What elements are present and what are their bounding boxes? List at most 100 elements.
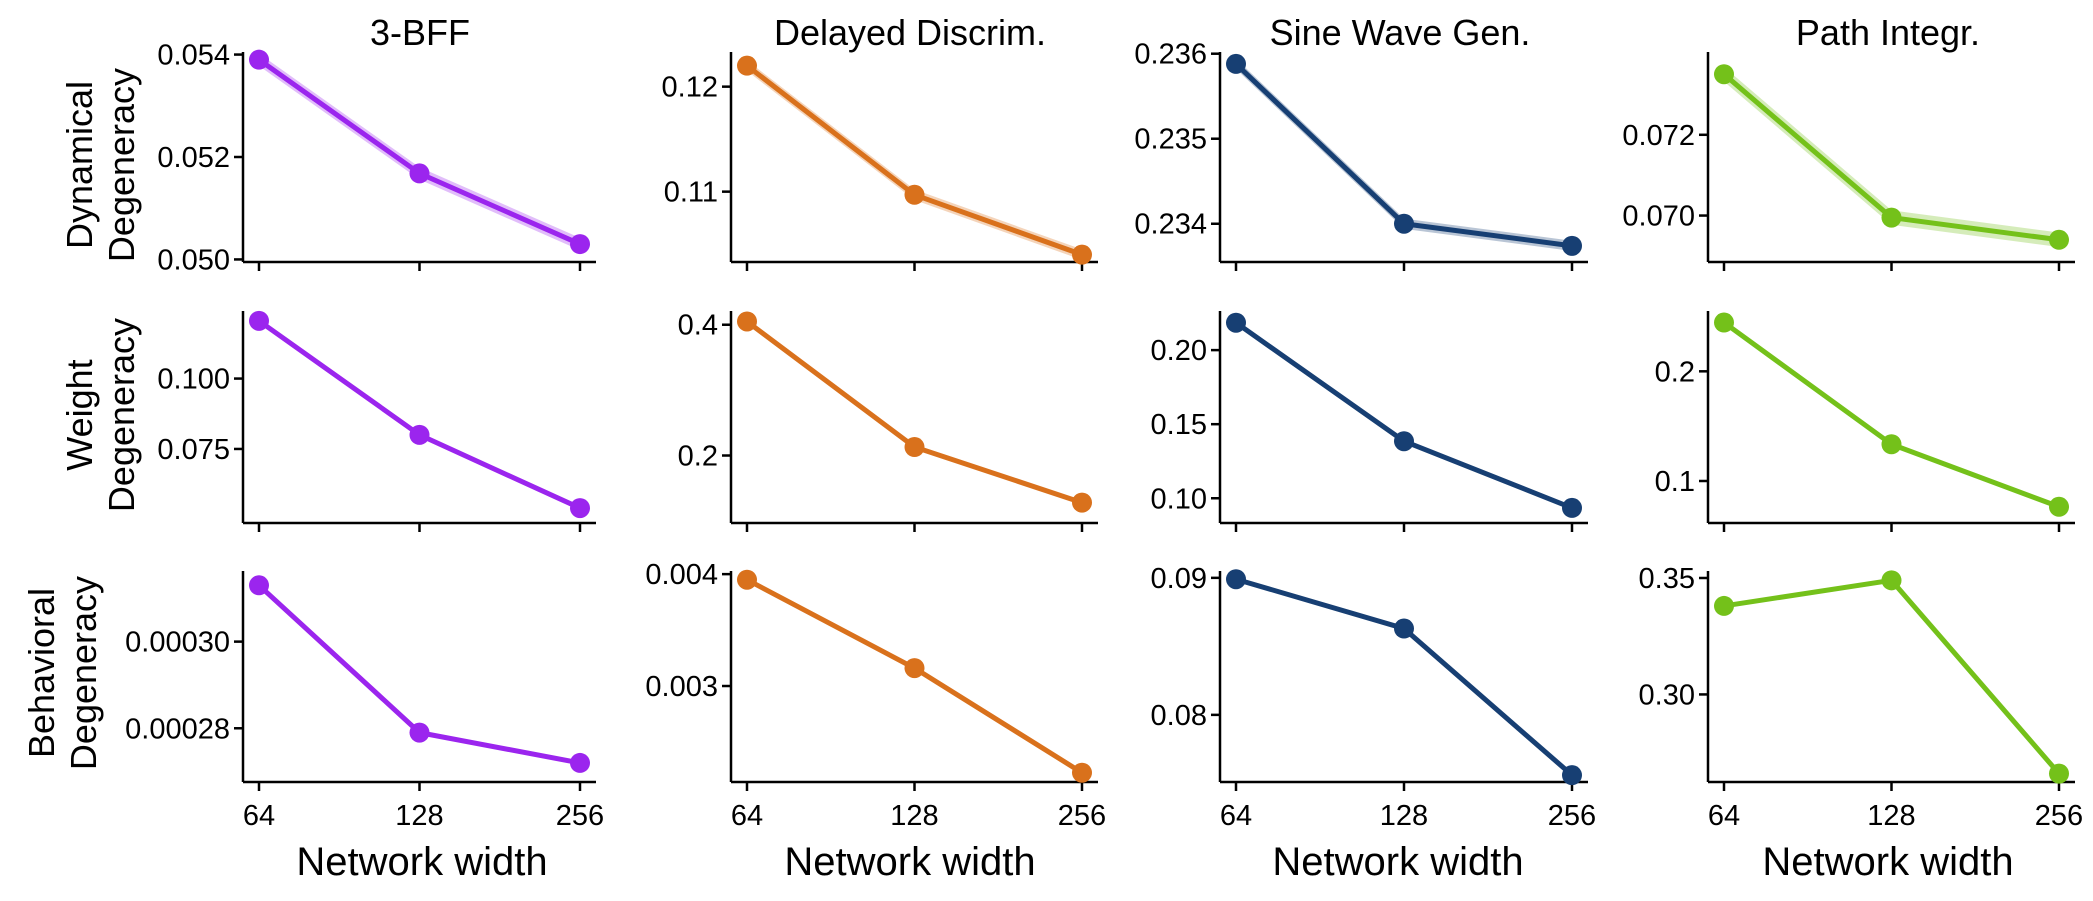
data-point-weight-degeneracy-path-integr-256 <box>2049 496 2069 517</box>
y-tick-label-weight-degeneracy-sine-wave-gen: 0.15 <box>1151 409 1207 441</box>
data-point-dynamical-degeneracy-sine-wave-gen-256 <box>1562 235 1582 256</box>
data-point-dynamical-degeneracy-delayed-discrim-256 <box>1072 244 1092 265</box>
data-point-weight-degeneracy-delayed-discrim-64 <box>737 311 757 332</box>
data-point-weight-degeneracy-sine-wave-gen-64 <box>1226 312 1246 333</box>
y-tick-label-dynamical-degeneracy-path-integr: 0.070 <box>1622 201 1695 233</box>
data-point-behavioral-degeneracy-delayed-discrim-64 <box>737 569 757 590</box>
xlabel-col2: Network width <box>784 840 1035 884</box>
panel-weight-degeneracy-delayed-discrim: 0.2 0.4 <box>678 310 1098 532</box>
y-tick-label-weight-degeneracy-delayed-discrim: 0.4 <box>678 310 718 342</box>
row-label-weight-line1: Weight <box>59 359 100 470</box>
data-point-behavioral-degeneracy-delayed-discrim-128 <box>904 658 925 679</box>
ci-band-dynamical-degeneracy-delayed-discrim <box>747 60 1082 260</box>
y-tick-label-dynamical-degeneracy-3-bff: 0.054 <box>157 40 230 72</box>
xlabel-col1: Network width <box>296 840 547 884</box>
data-point-dynamical-degeneracy-delayed-discrim-64 <box>737 55 757 76</box>
y-tick-label-behavioral-degeneracy-path-integr: 0.30 <box>1639 679 1695 711</box>
x-tick-label-behavioral-degeneracy-sine-wave-gen: 256 <box>1548 800 1596 832</box>
x-tick-label-behavioral-degeneracy-sine-wave-gen: 128 <box>1380 800 1428 832</box>
y-tick-label-dynamical-degeneracy-3-bff: 0.052 <box>157 142 230 174</box>
data-point-behavioral-degeneracy-sine-wave-gen-64 <box>1226 569 1246 590</box>
x-tick-label-behavioral-degeneracy-3-bff: 256 <box>556 800 604 832</box>
data-point-behavioral-degeneracy-3-bff-256 <box>570 752 590 773</box>
data-point-dynamical-degeneracy-3-bff-128 <box>409 163 430 184</box>
series-line-weight-degeneracy-sine-wave-gen <box>1234 320 1573 511</box>
y-tick-label-weight-degeneracy-path-integr: 0.2 <box>1655 356 1695 388</box>
panel-behavioral-degeneracy-path-integr: 0.30 0.35 64 128 256 <box>1639 563 2084 832</box>
data-point-dynamical-degeneracy-sine-wave-gen-64 <box>1226 53 1246 74</box>
data-point-behavioral-degeneracy-path-integr-128 <box>1881 570 1902 591</box>
data-point-dynamical-degeneracy-path-integr-128 <box>1881 207 1902 228</box>
y-tick-label-behavioral-degeneracy-delayed-discrim: 0.003 <box>645 671 718 703</box>
y-tick-label-behavioral-degeneracy-3-bff: 0.00028 <box>125 713 230 745</box>
y-tick-label-weight-degeneracy-delayed-discrim: 0.2 <box>678 441 718 473</box>
y-tick-label-behavioral-degeneracy-sine-wave-gen: 0.08 <box>1151 700 1207 732</box>
column-title-3bff: 3-BFF <box>370 12 470 53</box>
panel-weight-degeneracy-sine-wave-gen: 0.10 0.15 0.20 <box>1151 311 1588 532</box>
row-label-weight-line2: Degeneracy <box>101 318 142 512</box>
column-title-path-integr: Path Integr. <box>1796 12 1980 53</box>
data-point-dynamical-degeneracy-path-integr-256 <box>2049 229 2069 250</box>
y-tick-label-behavioral-degeneracy-delayed-discrim: 0.004 <box>645 559 718 591</box>
row-label-dynamical-line2: Degeneracy <box>101 68 142 262</box>
series-line-behavioral-degeneracy-path-integr <box>1723 577 2061 776</box>
data-point-weight-degeneracy-3-bff-256 <box>570 498 590 519</box>
x-tick-label-behavioral-degeneracy-path-integr: 64 <box>1708 800 1740 832</box>
data-point-weight-degeneracy-sine-wave-gen-256 <box>1562 497 1582 518</box>
y-tick-label-weight-degeneracy-path-integr: 0.1 <box>1655 466 1695 498</box>
panel-weight-degeneracy-path-integr: 0.1 0.2 <box>1655 311 2075 532</box>
data-point-dynamical-degeneracy-delayed-discrim-128 <box>904 184 925 205</box>
data-point-behavioral-degeneracy-3-bff-64 <box>249 575 269 596</box>
data-point-weight-degeneracy-path-integr-64 <box>1714 312 1734 333</box>
data-point-dynamical-degeneracy-3-bff-64 <box>249 49 269 70</box>
y-tick-label-dynamical-degeneracy-path-integr: 0.072 <box>1622 120 1695 152</box>
x-tick-label-behavioral-degeneracy-path-integr: 256 <box>2035 800 2083 832</box>
x-tick-label-behavioral-degeneracy-delayed-discrim: 256 <box>1058 800 1106 832</box>
panel-dynamical-degeneracy-path-integr: 0.070 0.072 <box>1622 52 2075 271</box>
series-line-weight-degeneracy-path-integr <box>1722 320 2060 510</box>
data-point-dynamical-degeneracy-path-integr-64 <box>1714 64 1734 85</box>
y-tick-label-dynamical-degeneracy-delayed-discrim: 0.11 <box>664 177 718 209</box>
y-tick-label-dynamical-degeneracy-3-bff: 0.050 <box>157 244 230 276</box>
series-line-dynamical-degeneracy-delayed-discrim <box>745 63 1083 258</box>
row-label-behavioral-line2: Degeneracy <box>63 576 104 770</box>
series-line-dynamical-degeneracy-3-bff <box>257 57 582 247</box>
x-tick-label-behavioral-degeneracy-3-bff: 128 <box>395 800 443 832</box>
panel-dynamical-degeneracy-sine-wave-gen: 0.234 0.235 0.236 <box>1134 39 1588 271</box>
y-tick-label-weight-degeneracy-3-bff: 0.075 <box>157 434 230 466</box>
data-point-behavioral-degeneracy-path-integr-64 <box>1714 595 1734 616</box>
column-title-delayed-discrim: Delayed Discrim. <box>774 12 1046 53</box>
y-tick-label-dynamical-degeneracy-sine-wave-gen: 0.234 <box>1134 209 1207 241</box>
y-tick-label-weight-degeneracy-sine-wave-gen: 0.10 <box>1151 483 1207 515</box>
y-tick-label-weight-degeneracy-3-bff: 0.100 <box>157 364 230 396</box>
xlabel-col3: Network width <box>1272 840 1523 884</box>
panel-behavioral-degeneracy-3-bff: 0.00028 0.00030 64 128 256 <box>125 571 604 832</box>
data-point-weight-degeneracy-3-bff-64 <box>249 310 269 331</box>
panel-behavioral-degeneracy-delayed-discrim: 0.003 0.004 64 128 256 <box>645 559 1106 832</box>
data-point-weight-degeneracy-sine-wave-gen-128 <box>1394 431 1414 452</box>
y-tick-label-behavioral-degeneracy-3-bff: 0.00030 <box>125 627 230 659</box>
x-tick-label-behavioral-degeneracy-sine-wave-gen: 64 <box>1220 800 1252 832</box>
x-tick-label-behavioral-degeneracy-3-bff: 64 <box>243 800 275 832</box>
series-line-weight-degeneracy-3-bff <box>257 318 582 511</box>
data-point-behavioral-degeneracy-sine-wave-gen-256 <box>1562 765 1582 786</box>
y-tick-label-behavioral-degeneracy-path-integr: 0.35 <box>1639 563 1695 595</box>
panel-dynamical-degeneracy-delayed-discrim: 0.11 0.12 <box>662 52 1098 271</box>
panel-behavioral-degeneracy-sine-wave-gen: 0.08 0.09 64 128 256 <box>1151 563 1597 832</box>
xlabel-col4: Network width <box>1762 840 2013 884</box>
data-point-behavioral-degeneracy-3-bff-128 <box>409 722 430 743</box>
data-point-dynamical-degeneracy-sine-wave-gen-128 <box>1394 213 1414 234</box>
data-point-weight-degeneracy-delayed-discrim-256 <box>1072 492 1092 513</box>
data-point-behavioral-degeneracy-sine-wave-gen-128 <box>1394 618 1414 639</box>
data-point-weight-degeneracy-3-bff-128 <box>409 424 430 445</box>
data-point-behavioral-degeneracy-delayed-discrim-256 <box>1072 762 1092 783</box>
y-tick-label-weight-degeneracy-sine-wave-gen: 0.20 <box>1151 335 1207 367</box>
row-label-behavioral-line1: Behavioral <box>21 588 62 758</box>
x-tick-label-behavioral-degeneracy-delayed-discrim: 64 <box>731 800 763 832</box>
row-label-dynamical-line1: Dynamical <box>59 81 100 249</box>
panel-dynamical-degeneracy-3-bff: 0.050 0.052 0.054 <box>157 40 596 276</box>
panels: 0.0500.0520.0540.110.120.2340.2350.2360.… <box>125 39 2083 832</box>
y-tick-label-behavioral-degeneracy-sine-wave-gen: 0.09 <box>1151 563 1207 595</box>
x-tick-label-behavioral-degeneracy-path-integr: 128 <box>1867 800 1915 832</box>
